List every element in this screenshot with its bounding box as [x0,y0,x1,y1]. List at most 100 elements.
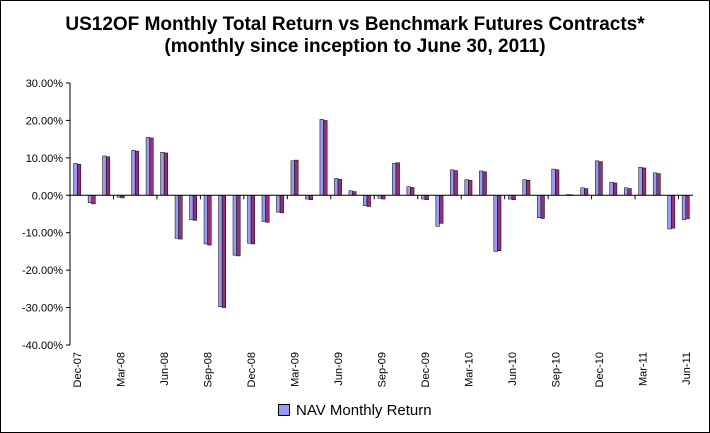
bar-nav-dec-10 [594,160,600,196]
x-tick-label: Sep-09 [377,352,389,387]
bar-benchmark-sep-09 [381,195,386,200]
bar-benchmark-jul-09 [352,191,357,196]
bar-benchmark-mar-09 [294,159,299,196]
y-tick-label: 10.00% [26,153,64,165]
x-tick-label: Mar-08 [116,352,128,387]
bar-benchmark-oct-09 [395,162,400,196]
bar-benchmark-jul-10 [526,180,531,196]
bar-benchmark-dec-09 [424,195,429,201]
bar-nav-mar-10 [464,179,469,196]
bar-nav-apr-08 [131,150,136,196]
bar-benchmark-may-10 [497,195,502,251]
x-tick-label: Jun-09 [333,352,345,386]
bar-benchmark-apr-11 [656,173,661,196]
bar-benchmark-may-09 [323,120,328,196]
bar-nav-nov-09 [406,186,411,196]
x-tick-label: Sep-10 [550,352,562,387]
bar-nav-mar-11 [638,166,643,196]
x-tick-label: Dec-08 [246,352,258,387]
bar-nav-dec-07 [73,163,78,196]
chart-subtitle: (monthly since inception to June 30, 201… [164,36,546,57]
bar-nav-jan-08 [87,195,92,204]
bar-benchmark-feb-11 [627,188,632,196]
bar-nav-may-09 [319,119,324,196]
bar-nav-jan-09 [261,195,266,222]
bar-benchmark-jan-08 [91,195,96,205]
x-tick-label: Mar-11 [637,352,649,386]
bar-nav-jun-10 [508,195,513,200]
bar-nav-jun-09 [334,178,339,196]
bar-nav-aug-08 [189,195,194,220]
x-tick-label: Dec-07 [72,352,84,387]
bar-benchmark-dec-10 [598,161,603,196]
bar-nav-nov-10 [580,187,585,196]
chart-title: US12OF Monthly Total Return vs Benchmark… [65,14,645,35]
bar-nav-jun-08 [160,151,165,196]
y-tick-label: -20.00% [22,265,63,277]
bar-benchmark-aug-10 [540,195,545,219]
bar-benchmark-jan-09 [265,195,270,223]
y-tick-label: 30.00% [26,78,64,90]
bar-nav-may-10 [493,195,498,252]
x-tick-label: Jun-10 [507,352,519,386]
y-tick-label: -40.00% [22,340,63,352]
legend-label: NAV Monthly Return [296,401,432,419]
bar-nav-aug-10 [537,195,542,218]
bar-nav-mar-09 [290,160,295,196]
bar-nav-sep-10 [551,168,556,196]
bar-nav-feb-10 [450,169,455,196]
x-tick-label: Dec-09 [420,352,432,387]
y-tick-label: -10.00% [22,228,63,240]
bar-nav-sep-08 [203,195,208,245]
bar-benchmark-jul-08 [178,195,183,240]
bar-benchmark-jun-11 [685,195,690,220]
bar-benchmark-sep-08 [207,195,212,246]
x-tick-label: Jun-11 [681,352,693,385]
bar-nav-feb-11 [623,187,629,196]
bar-nav-apr-09 [305,195,310,200]
bar-nav-jul-10 [522,179,527,196]
bar-nav-jan-11 [609,181,614,196]
bar-benchmark-may-11 [671,195,676,229]
bar-nav-may-11 [667,195,672,230]
bar-nav-jan-10 [435,195,440,227]
bar-benchmark-feb-09 [279,195,284,214]
x-tick-label: Mar-10 [463,352,475,387]
bar-benchmark-feb-08 [105,156,111,196]
bar-benchmark-jun-10 [511,195,516,201]
bar-benchmark-mar-11 [642,167,647,196]
bar-benchmark-nov-08 [236,195,241,257]
bar-nav-nov-08 [232,195,237,256]
bar-benchmark-jan-10 [439,195,444,224]
bar-nav-may-08 [145,137,150,196]
bar-nav-jun-11 [681,195,687,220]
bar-nav-aug-09 [363,195,368,207]
legend-swatch [278,404,290,416]
bar-nav-dec-09 [421,195,426,200]
bar-benchmark-feb-10 [453,170,458,196]
bar-benchmark-aug-09 [366,195,371,207]
bar-benchmark-apr-10 [482,171,487,196]
bar-benchmark-jan-11 [613,182,618,196]
x-tick-label: Dec-10 [594,352,606,387]
bar-nav-oct-08 [218,195,223,308]
bar-nav-jul-09 [348,190,353,196]
bar-nav-feb-09 [276,195,281,213]
bar-benchmark-aug-08 [192,195,198,221]
bar-nav-dec-08 [247,195,252,244]
x-tick-label: Jun-08 [159,352,171,386]
bar-benchmark-mar-10 [468,180,473,196]
bar-nav-feb-08 [102,155,107,196]
bar-benchmark-apr-09 [308,195,313,201]
bar-benchmark-oct-08 [221,195,226,308]
bar-benchmark-apr-08 [134,150,140,196]
bar-benchmark-jun-08 [163,152,169,196]
bar-benchmark-nov-09 [410,187,415,196]
bar-nav-apr-11 [652,172,658,196]
bar-benchmark-nov-10 [584,188,589,196]
x-tick-label: Sep-08 [203,352,215,387]
bar-benchmark-sep-10 [555,169,560,196]
bar-benchmark-dec-08 [250,195,255,245]
